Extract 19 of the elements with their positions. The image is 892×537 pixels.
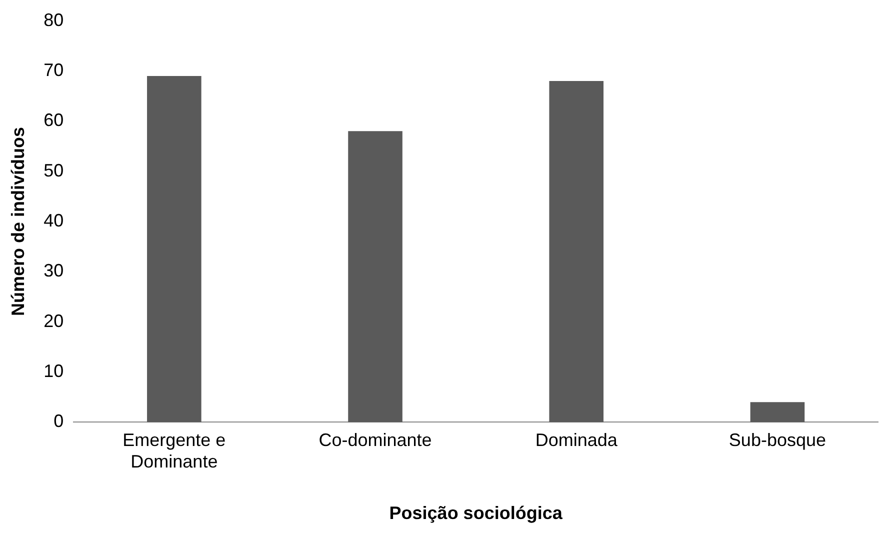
y-tick-label: 40 <box>44 210 64 230</box>
bar <box>348 131 402 422</box>
y-tick-label: 80 <box>44 10 64 30</box>
y-tick-label: 0 <box>54 411 64 432</box>
y-tick-label: 60 <box>44 110 64 130</box>
y-tick-label: 50 <box>44 160 64 180</box>
y-tick-label: 30 <box>44 260 64 281</box>
y-tick-label: 20 <box>44 310 64 331</box>
x-axis-title: Posição sociológica <box>389 503 564 524</box>
y-tick-label: 70 <box>44 60 64 80</box>
x-tick-label: Dominada <box>535 430 618 450</box>
x-tick-label: Co-dominante <box>318 430 432 450</box>
y-axis-title: Número de indivíduos <box>8 126 28 316</box>
y-tick-label: 10 <box>44 360 64 381</box>
x-tick-label: Sub-bosque <box>728 430 826 450</box>
x-tick-label: Emergente e Dominante <box>122 430 226 472</box>
bar <box>549 81 604 422</box>
bar <box>750 402 805 422</box>
bar <box>147 76 202 422</box>
